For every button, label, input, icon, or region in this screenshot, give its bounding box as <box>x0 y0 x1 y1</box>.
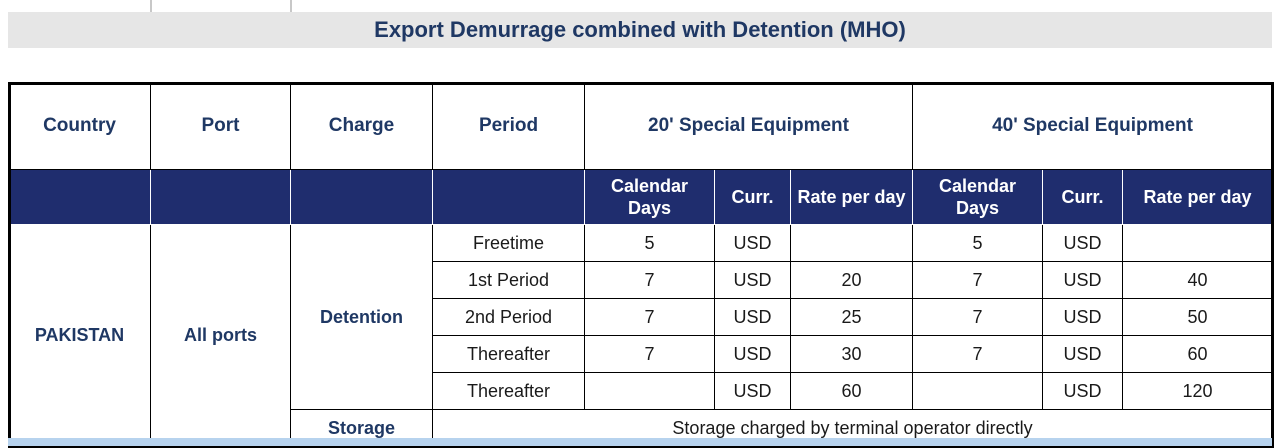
days-20-cell <box>584 372 715 410</box>
subheader-blank <box>8 169 151 225</box>
top-strip <box>0 0 1280 12</box>
port-cell: All ports <box>150 224 291 447</box>
country-cell: PAKISTAN <box>8 224 151 447</box>
subheader-rate-40: Rate per day <box>1122 169 1274 225</box>
period-cell: Freetime <box>432 224 585 262</box>
subheader-curr-40: Curr. <box>1042 169 1124 225</box>
header-row: Country Port Charge Period 20' Special E… <box>8 82 1274 170</box>
rate-40-cell: 120 <box>1122 372 1274 410</box>
rate-40-cell <box>1122 224 1274 262</box>
header-20ft-equipment: 20' Special Equipment <box>583 82 914 170</box>
days-40-cell: 7 <box>912 261 1044 299</box>
header-country: Country <box>8 82 151 170</box>
period-cell: 1st Period <box>432 261 585 299</box>
days-40-cell: 5 <box>912 224 1044 262</box>
rate-40-cell: 40 <box>1122 261 1274 299</box>
header-charge: Charge <box>290 82 433 170</box>
curr-20-cell: USD <box>714 372 791 410</box>
table-row: PAKISTAN All ports Detention Freetime 5 … <box>8 224 1274 447</box>
page-title: Export Demurrage combined with Detention… <box>8 12 1272 48</box>
subheader-blank <box>150 169 291 225</box>
subheader-curr-20: Curr. <box>714 169 791 225</box>
column-divider <box>290 0 292 12</box>
column-divider <box>150 0 152 12</box>
period-cell: Thereafter <box>432 372 585 410</box>
curr-20-cell: USD <box>714 224 791 262</box>
subheader-blank <box>290 169 433 225</box>
curr-20-cell: USD <box>714 298 791 336</box>
table-row: Thereafter USD 60 USD 120 <box>9 372 1274 410</box>
rate-20-cell: 20 <box>789 261 914 299</box>
subheader-calendar-days-40: Calendar Days <box>912 169 1044 225</box>
rates-table: Country Port Charge Period 20' Special E… <box>8 82 1274 447</box>
period-cell: 2nd Period <box>432 298 585 336</box>
curr-40-cell: USD <box>1042 298 1124 336</box>
table-row: 2nd Period 7 USD 25 7 USD 50 <box>9 298 1274 336</box>
curr-20-cell: USD <box>714 261 791 299</box>
days-20-cell: 7 <box>584 261 715 299</box>
rate-20-cell: 60 <box>789 372 914 410</box>
curr-40-cell: USD <box>1042 372 1124 410</box>
subheader-rate-20: Rate per day <box>789 169 914 225</box>
days-40-cell: 7 <box>912 298 1044 336</box>
curr-40-cell: USD <box>1042 335 1124 373</box>
rate-20-cell <box>789 224 914 262</box>
header-port: Port <box>150 82 291 170</box>
rate-40-cell: 60 <box>1122 335 1274 373</box>
days-20-cell: 7 <box>584 335 715 373</box>
header-period: Period <box>432 82 585 170</box>
period-cell: Thereafter <box>432 335 585 373</box>
header-40ft-equipment: 40' Special Equipment <box>912 82 1274 170</box>
days-20-cell: 5 <box>584 224 715 262</box>
days-40-cell: 7 <box>912 335 1044 373</box>
days-40-cell <box>912 372 1044 410</box>
curr-20-cell: USD <box>714 335 791 373</box>
charge-detention-cell: Detention <box>290 224 433 410</box>
days-20-cell: 7 <box>584 298 715 336</box>
rate-20-cell: 30 <box>789 335 914 373</box>
curr-40-cell: USD <box>1042 261 1124 299</box>
bottom-band <box>8 438 1272 446</box>
subheader-calendar-days-20: Calendar Days <box>584 169 715 225</box>
curr-40-cell: USD <box>1042 224 1124 262</box>
subheader-blank <box>432 169 585 225</box>
rate-20-cell: 25 <box>789 298 914 336</box>
subheader-row: Calendar Days Curr. Rate per day Calenda… <box>8 169 1274 225</box>
rate-40-cell: 50 <box>1122 298 1274 336</box>
table-row: Thereafter 7 USD 30 7 USD 60 <box>9 335 1274 373</box>
table-row: 1st Period 7 USD 20 7 USD 40 <box>9 261 1274 299</box>
